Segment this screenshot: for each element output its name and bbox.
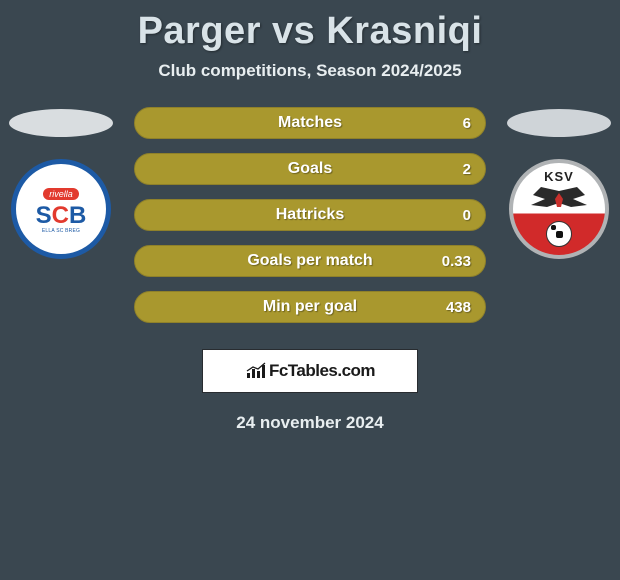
date-line: 24 november 2024	[0, 413, 620, 433]
page-title: Parger vs Krasniqi	[0, 10, 620, 53]
left-player-placeholder	[9, 109, 113, 137]
scb-main-text: SCB	[36, 206, 87, 225]
bar-chart-icon	[245, 362, 267, 380]
stat-row-hattricks: Hattricks 0	[134, 199, 486, 231]
branding-logo: FcTables.com	[245, 361, 375, 381]
ksv-label: KSV	[544, 169, 574, 184]
eagle-icon	[527, 185, 591, 225]
stat-value: 2	[463, 161, 471, 178]
stat-row-matches: Matches 6	[134, 107, 486, 139]
page-subtitle: Club competitions, Season 2024/2025	[0, 61, 620, 81]
right-side: KSV	[504, 107, 614, 259]
stat-label: Goals per match	[135, 252, 485, 270]
stats-column: Matches 6 Goals 2 Hattricks 0 Goals per …	[116, 107, 504, 337]
left-club-badge[interactable]: rivella SCB ELLA SC BREG	[11, 159, 111, 259]
stat-row-mpg: Min per goal 438	[134, 291, 486, 323]
body-wrap: rivella SCB ELLA SC BREG Matches 6 Goals…	[0, 107, 620, 337]
stat-value: 438	[446, 299, 471, 316]
stat-value: 0	[463, 207, 471, 224]
branding-box[interactable]: FcTables.com	[202, 349, 418, 393]
left-side: rivella SCB ELLA SC BREG	[6, 107, 116, 259]
stat-row-goals: Goals 2	[134, 153, 486, 185]
comparison-widget: Parger vs Krasniqi Club competitions, Se…	[0, 0, 620, 433]
stat-value: 6	[463, 115, 471, 132]
stat-label: Hattricks	[135, 206, 485, 224]
scb-sub-text: ELLA SC BREG	[36, 228, 87, 234]
scb-sponsor-label: rivella	[43, 188, 79, 200]
right-player-placeholder	[507, 109, 611, 137]
stat-row-gpm: Goals per match 0.33	[134, 245, 486, 277]
scb-inner: rivella SCB ELLA SC BREG	[36, 184, 87, 233]
branding-text: FcTables.com	[269, 361, 375, 381]
stat-label: Matches	[135, 114, 485, 132]
stat-label: Goals	[135, 160, 485, 178]
stat-value: 0.33	[442, 253, 471, 270]
stat-label: Min per goal	[135, 298, 485, 316]
soccer-ball-icon	[546, 221, 572, 247]
right-club-badge[interactable]: KSV	[509, 159, 609, 259]
